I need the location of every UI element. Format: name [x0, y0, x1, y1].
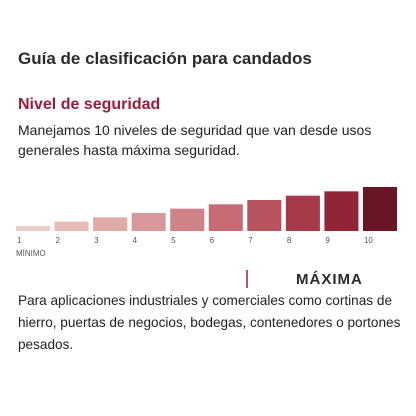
title: Guía de clasificación para candados — [18, 49, 312, 68]
level-label: 4 — [133, 236, 138, 245]
section-description: Manejamos 10 niveles de seguridad que va… — [18, 122, 372, 158]
level-bar — [208, 204, 243, 231]
level-label: 10 — [364, 236, 373, 245]
level-label: 9 — [325, 236, 330, 245]
level-bar — [16, 226, 51, 231]
min-label: MÍNIMO — [16, 249, 46, 258]
level-label: 5 — [171, 236, 176, 245]
footer-description: Para aplicaciones industriales y comerci… — [18, 293, 401, 352]
level-bar — [324, 191, 359, 231]
level-label: 1 — [17, 236, 22, 245]
level-label: 8 — [287, 236, 292, 245]
level-bar — [54, 221, 89, 231]
max-label: MÁXIMA — [296, 271, 363, 288]
level-label: 7 — [248, 236, 253, 245]
level-bar — [285, 195, 320, 231]
section-title: Nivel de seguridad — [18, 96, 161, 113]
security-scale: MÁXIMA MÍNIMO 1 2 3 4 5 6 7 8 9 10 — [16, 187, 397, 288]
level-label: 6 — [210, 236, 215, 245]
level-bar — [131, 213, 166, 231]
level-label: 3 — [94, 236, 99, 245]
level-bar — [93, 217, 128, 231]
level-bar — [362, 187, 397, 231]
level-label: 2 — [56, 236, 61, 245]
level-bar — [170, 208, 205, 231]
level-bar — [247, 200, 282, 231]
